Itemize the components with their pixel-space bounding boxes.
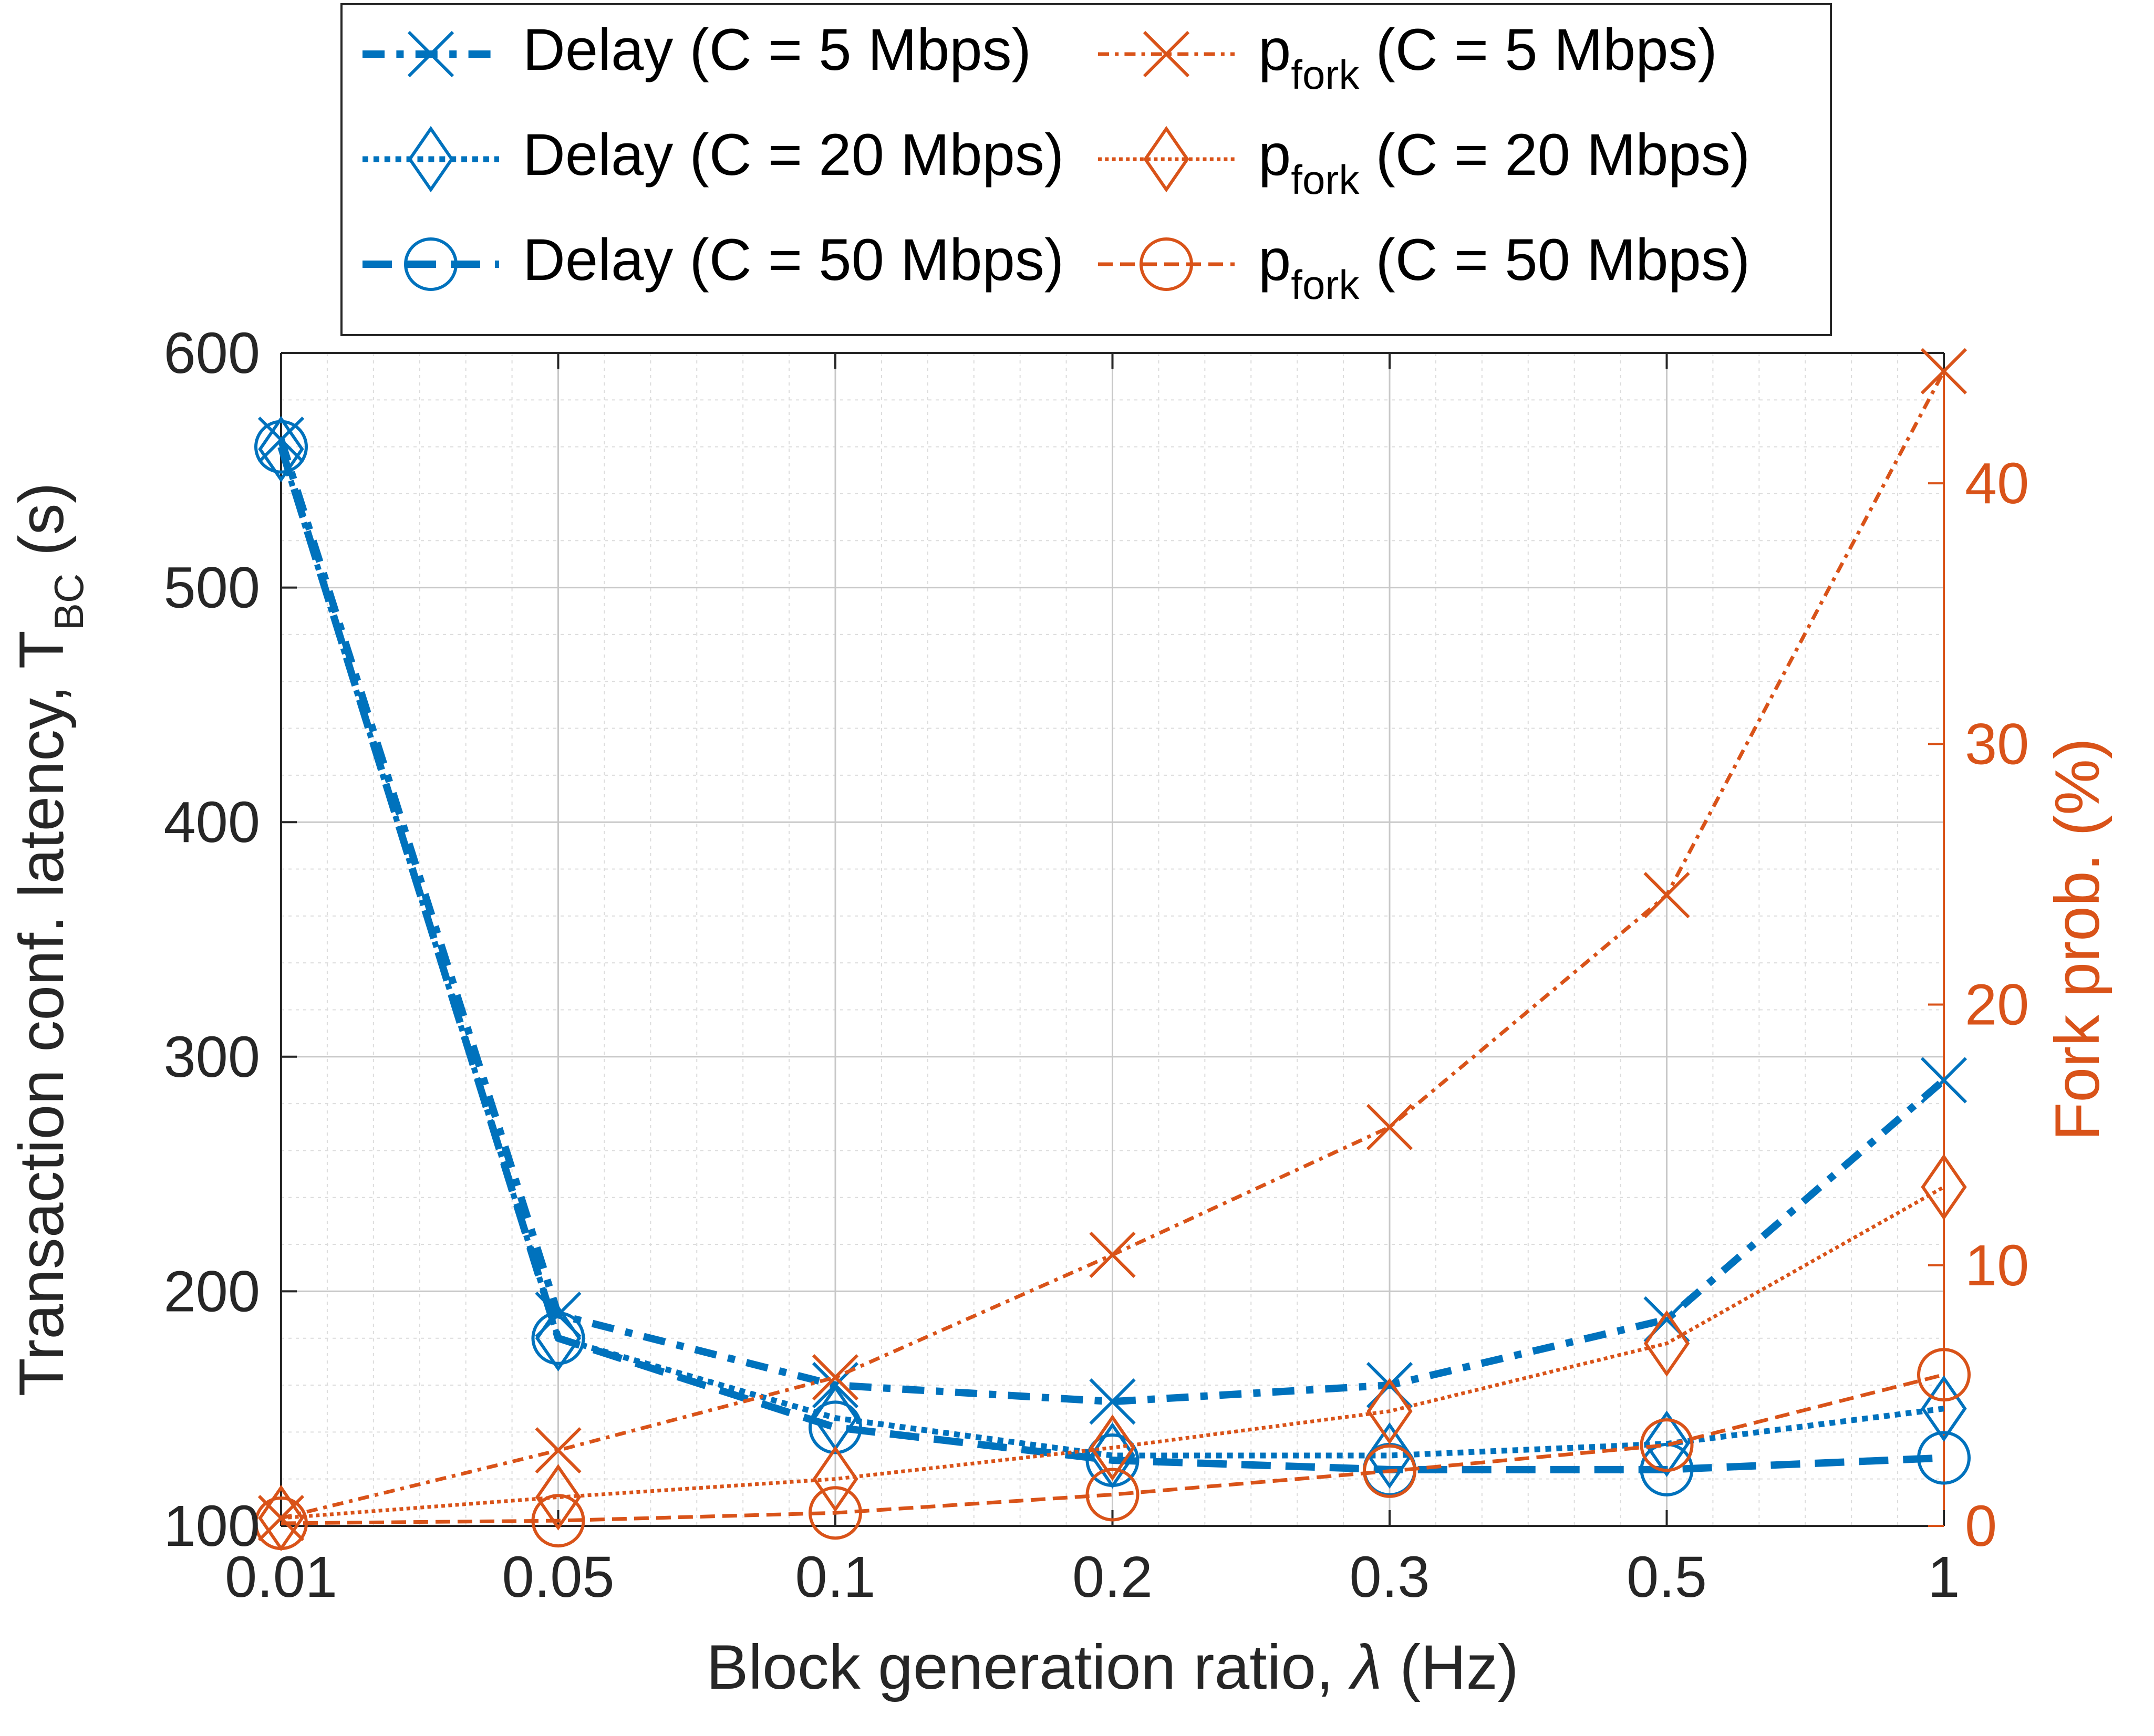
data-point-circle-marker — [1640, 1418, 1694, 1472]
legend-item: Delay (C = 50 Mbps) — [363, 227, 1064, 293]
data-point-diamond-marker — [812, 1446, 858, 1512]
tick-labels: 0.01 0.05 0.1 0.2 0.3 0.5 1 100 200 300 400 500 600 0… — [163, 321, 2029, 1609]
legend-item: Delay (C = 5 Mbps) — [363, 17, 1031, 82]
data-point-circle-marker — [1085, 1433, 1140, 1487]
y-right-tick-label: 0 — [1965, 1494, 1997, 1558]
legend-swatch-marker — [1143, 30, 1190, 78]
data-point-diamond-marker — [1366, 1378, 1413, 1444]
x-tick-label: 0.2 — [1072, 1545, 1153, 1609]
data-point-diamond-marker — [1921, 1153, 1967, 1221]
y-right-tick-label: 40 — [1965, 451, 2029, 516]
y-left-tick-label: 400 — [163, 790, 260, 855]
series-5 — [258, 1153, 1967, 1552]
x-tick-label: 0.3 — [1350, 1545, 1430, 1609]
y-left-tick-label: 200 — [163, 1259, 260, 1324]
y-left-tick-label: 600 — [163, 321, 260, 386]
data-point-diamond-marker — [1643, 1310, 1690, 1377]
data-point-circle-marker — [1363, 1444, 1416, 1498]
legend-swatch-marker — [1140, 237, 1193, 291]
x-tick-label: 0.01 — [225, 1545, 337, 1609]
legend-label: pfork (C = 5 Mbps) — [1258, 17, 1717, 98]
grid — [281, 353, 1944, 1526]
x-tick-label: 0.5 — [1627, 1545, 1707, 1609]
data-point-circle-marker — [254, 1496, 308, 1551]
x-tick-label: 0.1 — [795, 1545, 876, 1609]
data-point-diamond-marker — [1366, 1422, 1413, 1489]
series-layer — [254, 348, 1971, 1552]
legend-swatch-marker — [408, 126, 454, 193]
legend-item: pfork (C = 20 Mbps) — [1098, 122, 1750, 203]
legend-box — [340, 3, 1832, 336]
y-left-tick-label: 500 — [163, 556, 260, 620]
data-point-circle-marker — [809, 1400, 862, 1454]
data-point-circle-marker — [1640, 1442, 1694, 1496]
legend: Delay (C = 5 Mbps) Delay (C = 20 Mbps) Del… — [340, 3, 1832, 336]
data-point-x-marker — [1920, 348, 1967, 394]
data-point-diamond-marker — [535, 1305, 582, 1372]
data-point-diamond-marker — [1089, 1414, 1136, 1481]
y-right-axis-label: Fork prob. (%) — [2042, 738, 2112, 1141]
data-point-x-marker — [1089, 1231, 1136, 1278]
y-right-tick-label: 30 — [1965, 712, 2029, 776]
series-line — [281, 1373, 1944, 1525]
legend-swatch-marker — [404, 237, 458, 291]
y-right-tick-label: 10 — [1965, 1233, 2029, 1298]
data-point-diamond-marker — [535, 1464, 582, 1531]
data-point-x-marker — [1920, 1057, 1967, 1104]
data-point-circle-marker — [531, 1494, 585, 1548]
legend-label: pfork (C = 50 Mbps) — [1258, 227, 1750, 308]
data-point-circle-marker — [531, 1311, 585, 1365]
data-point-diamond-marker — [1921, 1375, 1967, 1442]
x-tick-label: 0.05 — [502, 1545, 614, 1609]
legend-label: pfork (C = 20 Mbps) — [1258, 122, 1750, 203]
series-6 — [254, 1348, 1971, 1551]
data-point-diamond-marker — [1643, 1410, 1690, 1477]
data-point-x-marker — [535, 1427, 582, 1474]
data-point-circle-marker — [809, 1486, 862, 1540]
data-point-circle-marker — [1085, 1468, 1140, 1522]
y-left-tick-label: 100 — [163, 1494, 260, 1558]
y-left-tick-label: 300 — [163, 1025, 260, 1089]
series-line — [281, 1185, 1945, 1520]
y-right-tick-label: 20 — [1965, 973, 2029, 1037]
legend-swatch-marker — [1143, 126, 1189, 193]
data-point-circle-marker — [254, 420, 308, 474]
series-4 — [257, 348, 1967, 1542]
data-point-x-marker — [1366, 1104, 1413, 1150]
legend-item: pfork (C = 5 Mbps) — [1098, 17, 1717, 98]
x-axis-label: Block generation ratio, λ (Hz) — [706, 1632, 1518, 1702]
axis-labels: Block generation ratio, λ (Hz) Transactio… — [6, 482, 2112, 1702]
data-point-diamond-marker — [258, 415, 304, 483]
legend-label: Delay (C = 50 Mbps) — [523, 227, 1064, 293]
data-point-x-marker — [1643, 872, 1690, 919]
data-point-circle-marker — [1917, 1431, 1971, 1485]
y-left-axis-label: Transaction conf. latency, TBC (s) — [6, 482, 92, 1396]
data-point-circle-marker — [1917, 1348, 1971, 1402]
x-tick-label: 1 — [1928, 1545, 1960, 1609]
legend-item: pfork (C = 50 Mbps) — [1098, 227, 1750, 308]
data-point-x-marker — [812, 1354, 859, 1401]
data-point-x-marker — [1089, 1378, 1136, 1425]
legend-label: Delay (C = 5 Mbps) — [523, 17, 1031, 82]
legend-item: Delay (C = 20 Mbps) — [363, 122, 1064, 193]
legend-label: Delay (C = 20 Mbps) — [523, 122, 1064, 188]
legend-swatch-marker — [407, 30, 454, 78]
